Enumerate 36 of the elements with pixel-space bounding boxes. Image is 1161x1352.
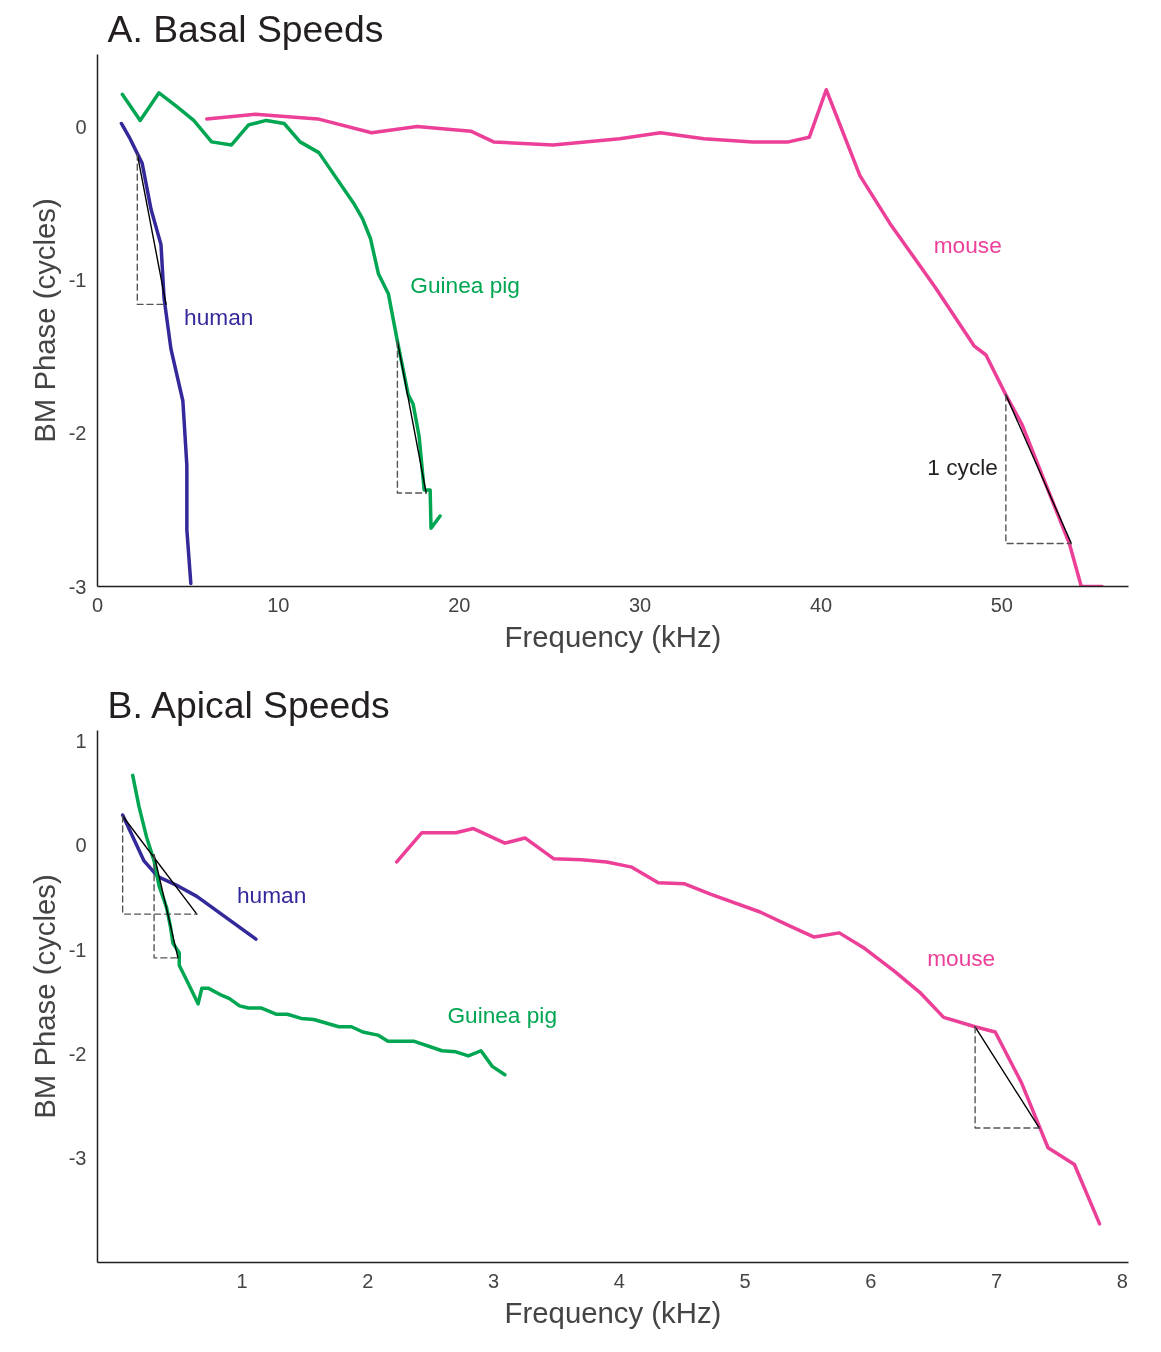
x-tick-label: 30: [629, 593, 652, 616]
y-tick-label: -3: [68, 575, 87, 598]
series-label: human: [236, 881, 307, 908]
x-tick-label: 6: [865, 1269, 877, 1292]
x-tick-label: 0: [91, 593, 104, 616]
series-label: Guinea pig: [410, 271, 520, 298]
y-tick-label: 0: [75, 834, 87, 857]
x-tick-label: 7: [990, 1269, 1003, 1292]
x-tick-label: 2: [362, 1269, 374, 1292]
x-tick-label: 4: [613, 1269, 625, 1292]
y-tick-label: -1: [68, 268, 87, 291]
x-tick-label: 8: [1116, 1269, 1128, 1292]
y-tick-label: -2: [68, 422, 87, 445]
x-axis-title: Frequency (kHz): [504, 1295, 722, 1329]
x-tick-label: 20: [448, 593, 471, 616]
y-axis-title: BM Phase (cycles): [27, 874, 61, 1119]
series-label: mouse: [933, 232, 1002, 259]
x-tick-label: 10: [267, 593, 290, 616]
y-tick-label: -2: [68, 1042, 87, 1065]
annotation: 1 cycle: [927, 453, 998, 480]
y-tick-label: -3: [68, 1147, 87, 1170]
x-tick-label: 40: [809, 593, 833, 616]
chart-title: A. Basal Speeds: [107, 7, 384, 50]
series-label: mouse: [927, 945, 996, 972]
series-label: Guinea pig: [447, 1001, 557, 1028]
x-tick-label: 1: [236, 1269, 248, 1292]
chart-title: B. Apical Speeds: [107, 683, 390, 726]
x-tick-label: 3: [487, 1269, 500, 1292]
y-axis-title: BM Phase (cycles): [27, 198, 61, 443]
y-tick-label: 1: [75, 729, 87, 752]
y-tick-label: -1: [68, 938, 87, 961]
series-label: human: [184, 304, 254, 331]
x-tick-label: 50: [990, 593, 1014, 616]
y-tick-label: 0: [75, 115, 87, 138]
x-axis-title: Frequency (kHz): [504, 619, 722, 653]
x-tick-label: 5: [739, 1269, 751, 1292]
